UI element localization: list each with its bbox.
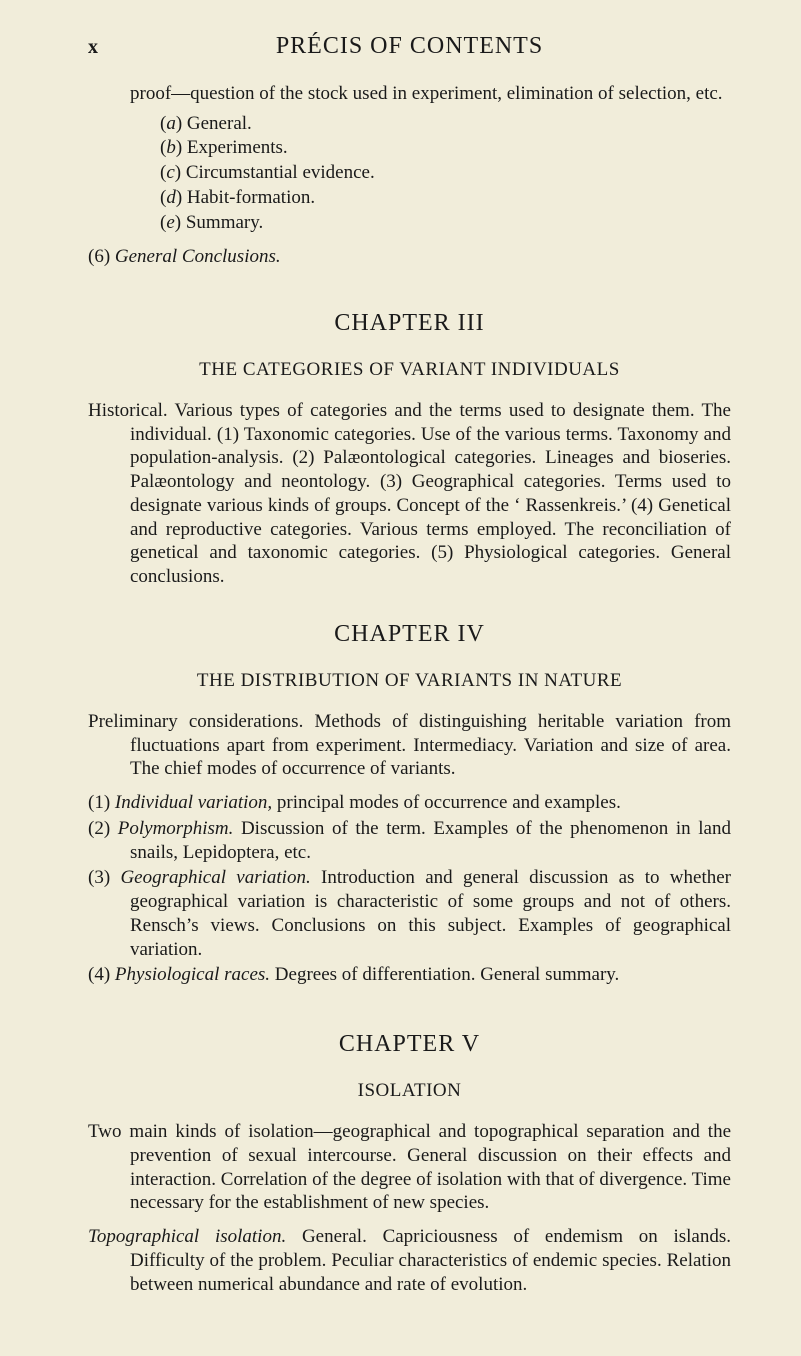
alpha-letter: b [166, 137, 176, 158]
chapter4-subtitle: THE DISTRIBUTION OF VARIANTS IN NATURE [88, 670, 731, 692]
item-number: (1) [88, 792, 110, 813]
chapter5-para2: Topographical isolation. General. Capric… [88, 1225, 731, 1296]
item-ital: Physiological races. [115, 964, 270, 985]
item-text: General Conclusions. [115, 246, 281, 267]
chapter4-item: (3) Geographical variation. Introduction… [88, 866, 731, 961]
item-ital: Individual variation, [115, 792, 272, 813]
list-item: (b) Experiments. [160, 136, 731, 161]
alpha-letter: c [166, 162, 174, 183]
running-head: x PRÉCIS OF CONTENTS [88, 33, 731, 60]
alpha-text: General. [187, 113, 252, 134]
chapter4-prelim: Preliminary considerations. Methods of d… [88, 710, 731, 781]
list-item: (c) Circumstantial evidence. [160, 161, 731, 186]
ch2-alpha-list: (a) General. (b) Experiments. (c) Circum… [160, 112, 731, 235]
item-number: (3) [88, 867, 110, 888]
alpha-label: (b) [160, 137, 182, 158]
alpha-label: (a) [160, 113, 182, 134]
chapter5-subtitle: ISOLATION [88, 1080, 731, 1102]
alpha-text: Habit-formation. [187, 187, 315, 208]
chapter3-body: Various types of categories and the term… [130, 400, 731, 587]
alpha-label: (e) [160, 212, 181, 233]
chapter5-para1: Two main kinds of isolation—geographical… [88, 1120, 731, 1215]
list-item: (e) Summary. [160, 211, 731, 236]
alpha-text: Experiments. [187, 137, 288, 158]
item-rest: principal modes of occurrence and exampl… [272, 792, 621, 813]
chapter5-title: CHAPTER V [88, 1031, 731, 1058]
chapter4-title: CHAPTER IV [88, 621, 731, 648]
alpha-label: (c) [160, 162, 181, 183]
item-number: (6) [88, 246, 110, 267]
running-title: PRÉCIS OF CONTENTS [88, 33, 731, 60]
chapter4-item: (4) Physiological races. Degrees of diff… [88, 963, 731, 987]
ch2-leadin: proof—question of the stock used in expe… [130, 82, 731, 106]
list-item: (d) Habit-formation. [160, 186, 731, 211]
chapter4-item: (1) Individual variation, principal mode… [88, 791, 731, 815]
ch2-item6: (6) General Conclusions. [88, 245, 731, 270]
item-number: (4) [88, 964, 110, 985]
chapter3-paragraph: Historical. Various types of categories … [88, 399, 731, 589]
item-rest: Degrees of differentiation. General summ… [270, 964, 619, 985]
alpha-text: Circumstantial evidence. [186, 162, 375, 183]
item-number: (2) [88, 818, 110, 839]
alpha-letter: a [166, 113, 176, 134]
chapter3-subtitle: THE CATEGORIES OF VARIANT INDIVIDUALS [88, 359, 731, 381]
chapter4-item: (2) Polymorphism. Discussion of the term… [88, 817, 731, 865]
item-ital: Polymorphism. [118, 818, 234, 839]
alpha-label: (d) [160, 187, 182, 208]
chapter5-para2-ital: Topographical isolation. [88, 1226, 286, 1247]
chapter3-lead: Historical. [88, 400, 168, 421]
chapter3-title: CHAPTER III [88, 310, 731, 337]
alpha-letter: e [166, 212, 174, 233]
page: x PRÉCIS OF CONTENTS proof—question of t… [0, 0, 801, 1356]
alpha-letter: d [166, 187, 176, 208]
item-ital: Geographical variation. [120, 867, 310, 888]
alpha-text: Summary. [186, 212, 263, 233]
list-item: (a) General. [160, 112, 731, 137]
